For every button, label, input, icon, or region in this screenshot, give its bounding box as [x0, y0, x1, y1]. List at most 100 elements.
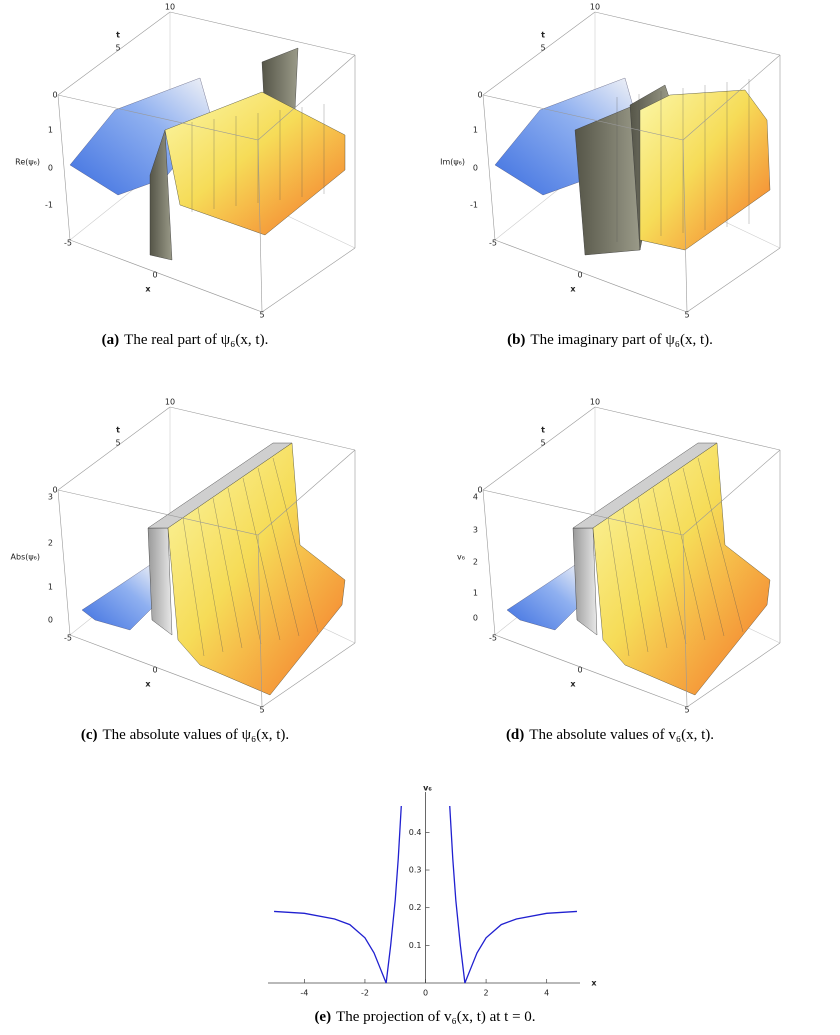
t-tick-label: 10	[590, 3, 600, 12]
z-tick-label: 1	[473, 589, 478, 598]
box-edge	[494, 239, 688, 313]
box-edge	[482, 406, 596, 491]
box-edge	[594, 11, 781, 56]
box-edge	[57, 11, 171, 96]
t-tick-label: 5	[540, 44, 545, 53]
x-tick-label: 5	[684, 706, 689, 715]
caption-label: (d)	[506, 727, 524, 743]
caption-label: (e)	[314, 1009, 331, 1025]
mesh-line	[667, 477, 706, 641]
box-edge	[57, 489, 71, 636]
x-tick-label: -2	[361, 989, 369, 998]
box-edge	[261, 642, 356, 708]
box-edge	[482, 94, 496, 241]
x-axis-label: x	[145, 285, 151, 294]
box-edge	[57, 94, 71, 241]
surface-wall	[149, 129, 173, 261]
box-edge	[257, 534, 263, 708]
t-tick-label: 10	[590, 398, 600, 407]
caption-label: (b)	[507, 332, 525, 348]
t-axis-label: t	[541, 426, 545, 435]
caption-text: The absolute values of ψ₆(x, t).	[103, 727, 290, 743]
z-tick-label: 4	[473, 493, 478, 502]
box-edge	[682, 139, 688, 313]
mesh-line	[272, 457, 319, 633]
box-edge	[257, 449, 356, 536]
y-axis-label: v₆	[423, 784, 432, 793]
caption: (d) The absolute values of v₆(x, t).	[506, 727, 714, 743]
t-tick-label: 0	[477, 91, 482, 100]
caption-label: (a)	[102, 332, 120, 348]
caption-text: The absolute values of v₆(x, t).	[529, 727, 714, 743]
mesh-line	[652, 487, 687, 645]
box-edge	[594, 406, 781, 451]
box-edge	[169, 406, 356, 451]
x-tick-label: 5	[684, 311, 689, 320]
surface-blue	[81, 564, 161, 631]
mesh-line	[182, 517, 205, 657]
box-edge	[482, 11, 596, 96]
z-tick-label: 0	[473, 614, 478, 623]
z-tick-label: -1	[45, 201, 53, 210]
x-tick-label: -5	[64, 239, 72, 248]
box-edge	[57, 94, 259, 141]
box-edge	[69, 634, 263, 708]
mesh-line	[227, 487, 262, 645]
t-tick-label: 10	[165, 398, 175, 407]
box-edge	[257, 54, 356, 141]
x-axis-label: x	[145, 680, 151, 689]
y-tick-label: 0.3	[409, 866, 422, 875]
box-edge	[686, 247, 781, 313]
surface-blue	[506, 564, 586, 631]
z-axis-label: Abs(ψ₆)	[11, 553, 40, 562]
box-edge	[169, 11, 356, 56]
t-tick-label: 5	[115, 44, 120, 53]
z-tick-label: 0	[48, 616, 53, 625]
z-axis-label: Re(ψ₆)	[15, 158, 40, 167]
z-tick-label: 3	[48, 493, 53, 502]
z-tick-label: 1	[48, 126, 53, 135]
z-axis-label: Im(ψ₆)	[440, 158, 465, 167]
x-tick-label: 0	[152, 666, 157, 675]
mesh-line	[697, 457, 744, 633]
z-tick-label: 1	[48, 583, 53, 592]
z-axis-label: v₆	[457, 553, 465, 562]
z-tick-label: 0	[473, 164, 478, 173]
y-tick-label: 0.1	[409, 941, 422, 950]
x-tick-label: 0	[423, 989, 428, 998]
surface-hot	[592, 442, 771, 696]
caption-text: The projection of v₆(x, t) at t = 0.	[336, 1009, 535, 1025]
surface-wall	[147, 527, 173, 636]
caption-label: (c)	[81, 727, 98, 743]
t-axis-label: t	[116, 426, 120, 435]
t-tick-label: 10	[165, 3, 175, 12]
mesh-line	[212, 497, 243, 649]
t-tick-label: 5	[115, 439, 120, 448]
surface-hot	[164, 91, 346, 236]
box-edge	[494, 634, 688, 708]
x-axis-label: x	[570, 285, 576, 294]
box-edge	[682, 449, 781, 536]
caption-text: The real part of ψ₆(x, t).	[124, 332, 268, 348]
box-edge	[69, 239, 263, 313]
box-edge	[57, 489, 259, 536]
x-axis-label: x	[591, 979, 597, 988]
caption: (c) The absolute values of ψ₆(x, t).	[81, 727, 289, 743]
box-edge	[686, 642, 781, 708]
x-tick-label: 0	[577, 271, 582, 280]
y-tick-label: 0.4	[409, 828, 422, 837]
mesh-line	[637, 497, 668, 649]
t-tick-label: 0	[52, 486, 57, 495]
caption-text: The imaginary part of ψ₆(x, t).	[530, 332, 712, 348]
box-edge	[57, 406, 171, 491]
t-axis-label: t	[541, 31, 545, 40]
mesh-line	[607, 517, 630, 657]
z-tick-label: 2	[48, 539, 53, 548]
surface-wall	[574, 104, 641, 256]
surface-wall	[572, 527, 598, 636]
x-tick-label: -5	[64, 634, 72, 643]
x-tick-label: -4	[300, 989, 308, 998]
surface-hot	[167, 442, 346, 696]
